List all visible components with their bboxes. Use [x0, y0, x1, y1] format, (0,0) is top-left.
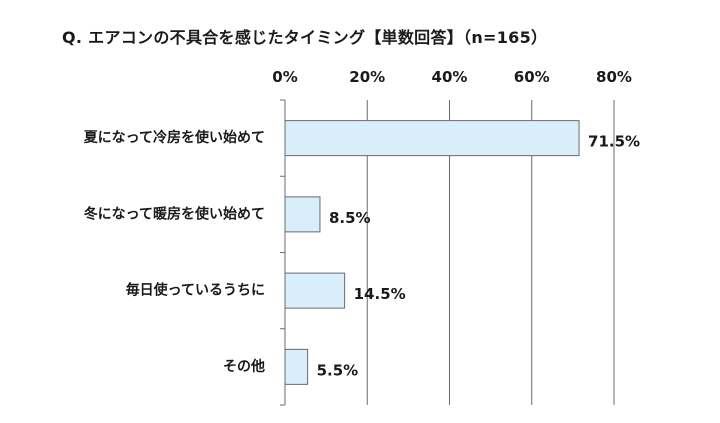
value-label: 71.5%: [588, 133, 640, 151]
category-label: 毎日使っているうちに: [126, 282, 265, 299]
value-label: 8.5%: [329, 209, 371, 227]
x-tick-label: 40%: [432, 68, 468, 86]
chart-title: Q. エアコンの不具合を感じたタイミング【単数回答】（n=165）: [62, 28, 548, 47]
x-tick-label: 80%: [596, 68, 632, 86]
x-tick-label: 20%: [349, 68, 385, 86]
bar: [284, 348, 309, 385]
bar: [284, 120, 580, 157]
category-label: 夏になって冷房を使い始めて: [84, 129, 265, 146]
x-tick-label: 0%: [272, 68, 297, 86]
bar: [284, 272, 346, 309]
value-label: 14.5%: [354, 285, 406, 303]
category-label: 冬になって暖房を使い始めて: [84, 205, 265, 222]
category-label: その他: [223, 358, 265, 375]
bar: [284, 196, 321, 233]
x-tick-label: 60%: [514, 68, 550, 86]
value-label: 5.5%: [317, 361, 359, 379]
